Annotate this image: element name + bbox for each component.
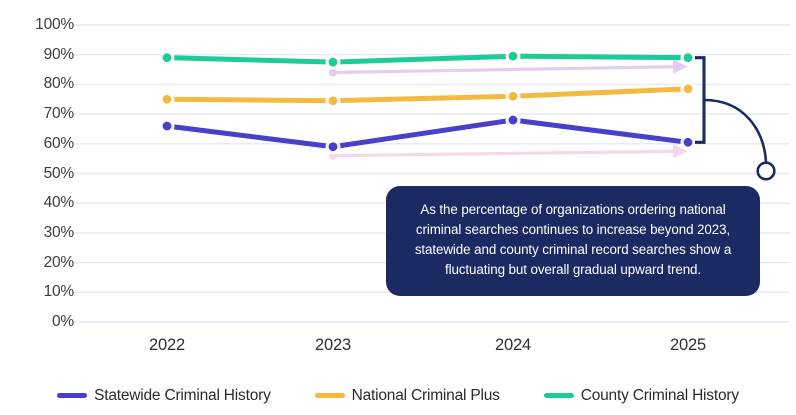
data-point[interactable] — [683, 137, 693, 147]
callout-box: As the percentage of organizations order… — [386, 186, 760, 297]
data-point[interactable] — [162, 53, 172, 63]
chart-legend: Statewide Criminal History National Crimi… — [0, 376, 796, 415]
y-axis-tick-label: 10% — [43, 283, 75, 301]
legend-item-1[interactable]: National Criminal Plus — [314, 386, 500, 405]
data-point[interactable] — [683, 84, 693, 94]
callout-text: As the percentage of organizations order… — [414, 202, 732, 278]
series-line-county-criminal-history — [164, 53, 691, 65]
data-point[interactable] — [328, 96, 338, 106]
y-axis-tick-label: 0% — [51, 313, 74, 330]
legend-swatch-icon — [57, 393, 88, 398]
statewide-trend-arrow — [332, 144, 688, 159]
y-axis-tick-label: 100% — [35, 16, 74, 33]
series-line-national-criminal-plus — [164, 86, 691, 104]
legend-label: County Criminal History — [580, 386, 739, 404]
legend-item-0[interactable]: Statewide Criminal History — [57, 387, 271, 405]
y-axis-tick-label: 20% — [43, 253, 75, 271]
series-line-statewide-criminal-history — [164, 117, 691, 150]
data-point[interactable] — [328, 142, 338, 152]
data-point[interactable] — [162, 94, 172, 104]
data-point[interactable] — [508, 91, 518, 101]
plot-area — [72, 24, 790, 323]
y-axis-tick-label: 90% — [43, 45, 75, 63]
y-axis-tick-label: 70% — [43, 105, 75, 123]
legend-label: Statewide Criminal History — [94, 386, 271, 404]
data-point[interactable] — [162, 121, 172, 131]
annotation-endpoint-circle — [756, 161, 776, 181]
y-axis-tick-label: 50% — [43, 164, 75, 182]
legend-swatch-icon — [543, 393, 574, 398]
y-axis-tick-label: 60% — [43, 134, 75, 152]
x-axis-tick-label-2025: 2025 — [670, 336, 706, 354]
x-axis-tick-label-2023: 2023 — [315, 336, 351, 354]
y-axis-tick-label: 40% — [43, 194, 75, 212]
data-point[interactable] — [328, 57, 338, 67]
annotation-bracket — [695, 56, 706, 144]
legend-swatch-icon — [314, 393, 345, 398]
annotation-leader-line — [702, 98, 768, 164]
legend-label: National Criminal Plus — [351, 386, 500, 404]
plot-svg — [72, 24, 790, 323]
y-axis-tick-label: 80% — [43, 75, 75, 93]
x-axis-tick-label-2024: 2024 — [495, 336, 531, 354]
legend-item-2[interactable]: County Criminal History — [543, 386, 739, 405]
data-point[interactable] — [683, 53, 693, 63]
y-axis-tick-label: 30% — [43, 223, 75, 241]
data-point[interactable] — [508, 115, 518, 125]
county-trend-arrow-start-marker — [328, 68, 338, 77]
data-point[interactable] — [508, 51, 518, 61]
x-axis-tick-label-2022: 2022 — [149, 336, 185, 354]
county-trend-arrow — [332, 59, 688, 75]
